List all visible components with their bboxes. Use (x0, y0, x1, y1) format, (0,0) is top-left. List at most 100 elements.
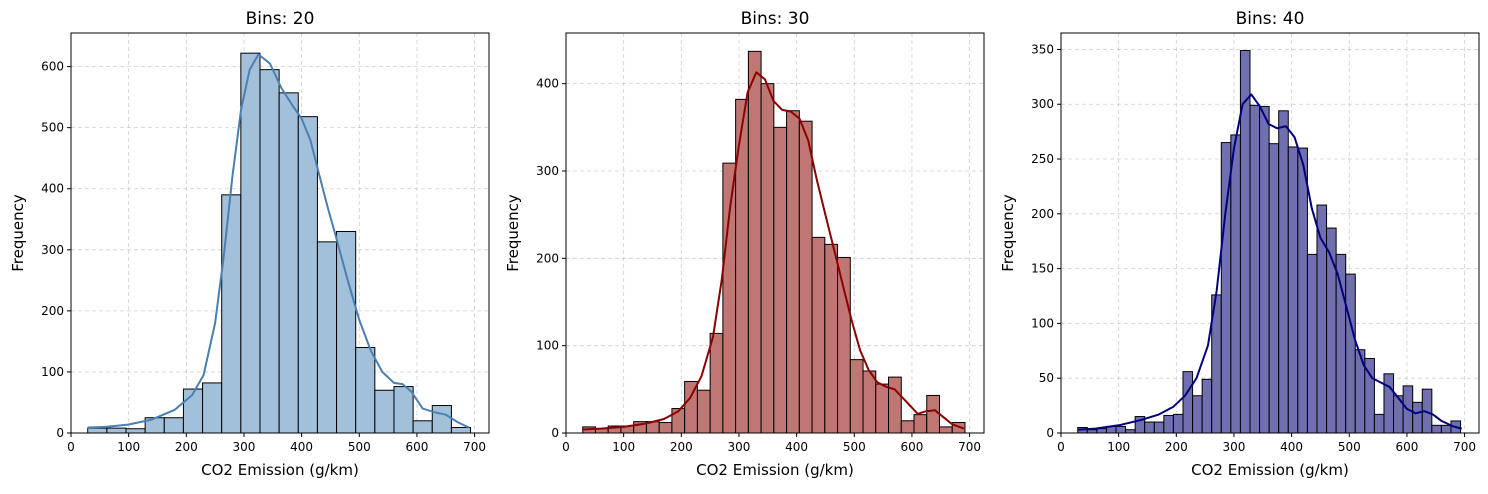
y-axis-label: Frequency (504, 194, 522, 272)
histogram-bar (773, 126, 788, 434)
x-tick-label: 200 (1165, 440, 1188, 454)
kde-curve (87, 53, 470, 429)
y-tick-label: 250 (1031, 152, 1054, 166)
y-tick-label: 200 (536, 251, 559, 265)
histogram-panel-1: 0 100 200 300 400 500 600 700 0 100 200 300 400 500 60… (9, 9, 490, 479)
histogram-panel-3: 0 100 200 300 400 500 600 700 0 50 100 150 200 250 300… (999, 9, 1480, 479)
histogram-bar (202, 382, 223, 434)
y-tick-label: 200 (41, 304, 64, 318)
y-tick-label: 300 (1031, 97, 1054, 111)
y-tick-label: 150 (1031, 262, 1054, 276)
y-tick-label: 300 (536, 164, 559, 178)
histogram-bar (798, 120, 813, 434)
x-tick-label: 100 (612, 440, 635, 454)
y-tick-label: 300 (41, 243, 64, 257)
x-tick-label: 500 (348, 440, 371, 454)
histogram-bar (278, 92, 299, 434)
chart-title: Bins: 40 (1236, 9, 1305, 29)
histogram-bar (1278, 110, 1289, 434)
histogram-bar (1383, 373, 1395, 434)
y-tick-label: 0 (56, 426, 64, 440)
histogram-bar (316, 241, 338, 434)
x-axis-label: CO2 Emission (g/km) (1191, 461, 1349, 479)
y-tick-label: 0 (551, 426, 559, 440)
bars (1077, 50, 1462, 434)
x-tick-label: 600 (900, 440, 923, 454)
histogram-bar (938, 426, 953, 434)
histogram-bar (1192, 395, 1203, 434)
histogram-bar (106, 427, 127, 434)
histogram-bar (1201, 378, 1213, 434)
x-tick-label: 700 (1453, 440, 1476, 454)
histogram-bar (450, 427, 472, 434)
y-tick-label: 200 (1031, 207, 1054, 221)
histogram-bar (163, 417, 184, 434)
y-axis-label: Frequency (9, 194, 27, 272)
histogram-bar (1096, 428, 1107, 434)
x-tick-label: 600 (405, 440, 428, 454)
histogram-bar (221, 194, 242, 434)
histogram-bar (87, 427, 108, 434)
x-axis-label: CO2 Emission (g/km) (696, 461, 854, 479)
histogram-bar (824, 243, 839, 434)
histogram-bar (1335, 253, 1347, 434)
x-tick-label: 700 (463, 440, 486, 454)
y-tick-label: 350 (1031, 42, 1054, 56)
y-tick-label: 400 (536, 77, 559, 91)
histogram-bar (722, 162, 737, 434)
histogram-bar (1345, 273, 1356, 434)
histogram-bar (182, 388, 204, 434)
histogram-bar (1249, 104, 1261, 434)
y-tick-label: 100 (41, 365, 64, 379)
histogram-bar (393, 386, 414, 434)
x-tick-label: 300 (728, 440, 751, 454)
histogram-bar (1287, 146, 1299, 434)
histogram-bar (747, 50, 762, 434)
histogram-bar (1144, 421, 1155, 434)
histogram-bar (297, 116, 318, 434)
histogram-bar (1431, 424, 1442, 434)
histogram-bar (696, 389, 711, 434)
x-tick-label: 100 (117, 440, 140, 454)
y-tick-label: 100 (1031, 316, 1054, 330)
histogram-bar (786, 110, 800, 434)
histogram-bar (862, 370, 877, 434)
histogram-bar (811, 236, 826, 434)
x-tick-label: 300 (1223, 440, 1246, 454)
y-tick-label: 100 (536, 339, 559, 353)
histogram-bar (926, 394, 940, 434)
histogram-bar (658, 422, 673, 434)
x-tick-label: 500 (843, 440, 866, 454)
histogram-bar (1297, 147, 1308, 434)
histogram-bar (913, 414, 928, 434)
histogram-bar (1115, 425, 1127, 434)
histogram-bar (336, 230, 357, 434)
histogram-bar (355, 347, 376, 434)
histogram-bar (1268, 143, 1280, 434)
kde-curve (582, 71, 965, 431)
y-axis-label: Frequency (999, 194, 1017, 272)
histogram-bar (1306, 253, 1318, 434)
histogram-bar (240, 52, 261, 434)
histogram-bar (1440, 424, 1452, 434)
histogram-panel-2: 0 100 200 300 400 500 600 700 0 100 200 300 400 Bins:… (504, 9, 985, 479)
bars (87, 52, 472, 434)
histogram-bar (849, 359, 864, 434)
y-tick-label: 50 (1039, 371, 1054, 385)
chart-title: Bins: 20 (246, 9, 315, 29)
axes-frame (1060, 32, 1480, 434)
x-tick-label: 600 (1395, 440, 1418, 454)
y-tick-label: 0 (1046, 426, 1054, 440)
x-tick-label: 500 (1338, 440, 1361, 454)
histogram-bar (1153, 421, 1165, 434)
y-tick-label: 600 (41, 60, 64, 74)
histogram-bar (1373, 413, 1385, 434)
x-tick-label: 100 (1107, 440, 1130, 454)
x-tick-label: 400 (290, 440, 313, 454)
histogram-bar (1230, 134, 1241, 434)
x-tick-label: 700 (958, 440, 981, 454)
x-tick-label: 200 (670, 440, 693, 454)
x-tick-label: 0 (562, 440, 570, 454)
histogram-bar (900, 420, 915, 434)
